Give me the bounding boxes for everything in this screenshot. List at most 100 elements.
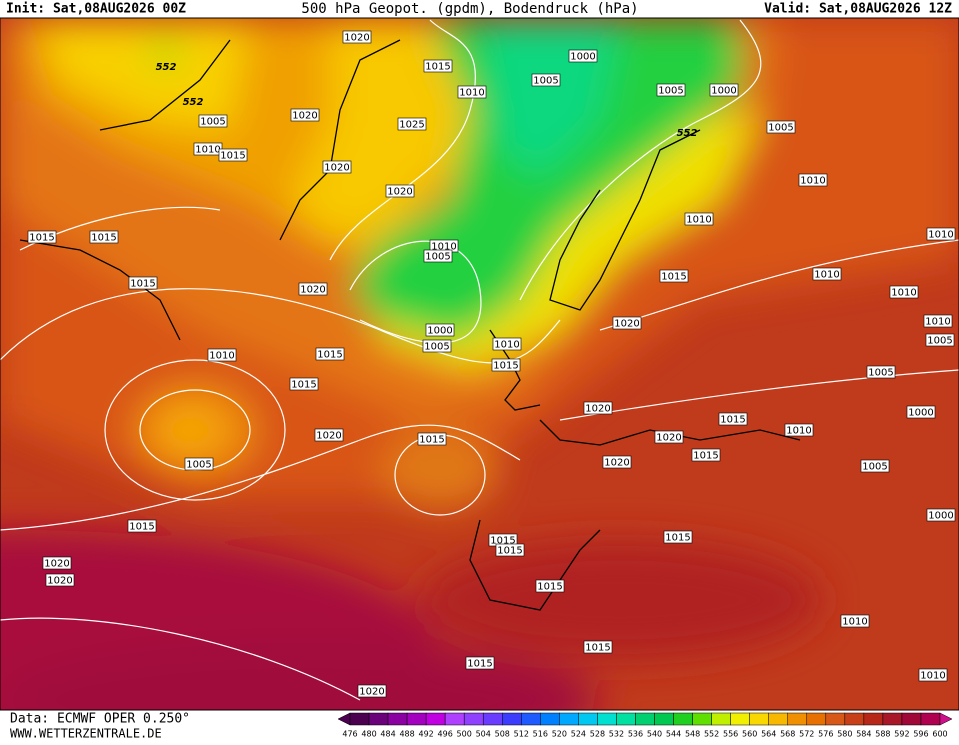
scale-label: 596: [913, 730, 928, 739]
scale-label: 584: [856, 730, 871, 739]
scale-label: 572: [799, 730, 814, 739]
data-source: Data: ECMWF OPER 0.250°: [10, 712, 190, 727]
scale-cell: [806, 712, 827, 726]
isobar-label-box: [812, 267, 842, 281]
isobar-label-box: [425, 323, 455, 337]
scale-label: 516: [533, 730, 548, 739]
isobar-label: 1020: [359, 687, 384, 698]
isobar-label: 1000: [928, 511, 953, 522]
isobar-label-box: [612, 316, 642, 330]
scale-cell: [692, 712, 712, 726]
isobar-label-box: [656, 83, 686, 97]
isobar-label-box: [684, 212, 714, 226]
scale-label: 532: [609, 730, 624, 739]
scale-cell: [540, 712, 560, 726]
scale-arrow-left: [337, 712, 351, 726]
isobar-label-box: [691, 448, 721, 462]
isobar-label: 1025: [399, 120, 424, 131]
isobar-label-box: [663, 530, 693, 544]
scale-cell: [444, 712, 465, 726]
isobar-label: 1020: [604, 458, 629, 469]
isobar-label: 1010: [459, 88, 484, 99]
isobar-label-box: [654, 430, 684, 444]
isobar-label: 1020: [344, 33, 369, 44]
scale-label: 492: [418, 730, 433, 739]
isobar-label: 1010: [814, 270, 839, 281]
isobar-label-box: [659, 269, 689, 283]
isobar-label: 1010: [842, 617, 867, 628]
isobar-label-box: [218, 148, 248, 162]
scale-cell: [349, 712, 370, 726]
isobar-label-box: [184, 457, 214, 471]
isobar-label-box: [357, 684, 387, 698]
website: WWW.WETTERZENTRALE.DE: [10, 727, 162, 741]
scale-label: 508: [495, 730, 510, 739]
scale-cell: [901, 712, 922, 726]
scale-label: 540: [647, 730, 662, 739]
isobar-label-box: [784, 423, 814, 437]
scale-cell: [616, 712, 636, 726]
scale-label: 556: [723, 730, 738, 739]
isobar-label-box: [492, 337, 522, 351]
scale-cell: [863, 712, 884, 726]
scale-label: 520: [552, 730, 567, 739]
isobar-label-box: [866, 365, 896, 379]
isobar-label: 1015: [537, 582, 562, 593]
isobar-label-box: [314, 428, 344, 442]
isobar-label: 1015: [317, 350, 342, 361]
isobar-label: 1015: [661, 272, 686, 283]
scale-cell: [673, 712, 693, 726]
isobar-label: 1015: [497, 546, 522, 557]
isobar-label: 1015: [585, 643, 610, 654]
isobar-label-box: [198, 114, 228, 128]
isobar-label: 1020: [44, 559, 69, 570]
scale-cell: [406, 712, 427, 726]
isobar-label: 1020: [585, 404, 610, 415]
scale-cell: [787, 712, 808, 726]
scale-cell: [768, 712, 788, 726]
isobar-label: 1020: [316, 431, 341, 442]
isobar-label-box: [495, 543, 525, 557]
isobar-label: 1010: [195, 145, 220, 156]
isobar-label: 1010: [209, 351, 234, 362]
isobar-label: 1005: [186, 460, 211, 471]
isobar-label-box: [583, 401, 613, 415]
scale-cell: [425, 712, 446, 726]
contour-label: 552: [677, 128, 698, 139]
scale-cell: [844, 712, 865, 726]
isobar-label-box: [385, 184, 415, 198]
scale-label: 536: [628, 730, 643, 739]
isobar-label: 1000: [427, 326, 452, 337]
isobar-label: 1020: [324, 163, 349, 174]
scale-label: 564: [761, 730, 776, 739]
map-title: 500 hPa Geopot. (gpdm), Bodendruck (hPa): [301, 1, 638, 17]
isobar-label: 1010: [431, 242, 456, 253]
isobar-label-box: [602, 455, 632, 469]
isobar-label-box: [127, 519, 157, 533]
scale-cell: [521, 712, 541, 726]
isobar-label: 1015: [493, 361, 518, 372]
isobar-label-box: [709, 83, 739, 97]
isobar-label: 1020: [292, 111, 317, 122]
isobar-label-box: [289, 377, 319, 391]
isobar-label-box: [860, 459, 890, 473]
isobar-label-box: [422, 339, 452, 353]
isobar-label: 1015: [693, 451, 718, 462]
isobar-label: 1015: [220, 151, 245, 162]
scale-label: 496: [438, 730, 453, 739]
isobar-label: 1010: [928, 230, 953, 241]
isobar-label: 1010: [920, 671, 945, 682]
scale-label: 524: [571, 730, 586, 739]
isobar-label-box: [128, 276, 158, 290]
isobar-label: 1010: [494, 340, 519, 351]
isobar-label: 1010: [891, 288, 916, 299]
isobar-label: 1015: [425, 62, 450, 73]
isobar-label: 1015: [129, 522, 154, 533]
isobar-label: 1020: [47, 576, 72, 587]
isobar-label-box: [45, 573, 75, 587]
isobar-label-box: [423, 59, 453, 73]
isobar-label: 1005: [868, 368, 893, 379]
scale-cell: [387, 712, 408, 726]
scale-cell: [578, 712, 598, 726]
isobar-label-box: [889, 285, 919, 299]
